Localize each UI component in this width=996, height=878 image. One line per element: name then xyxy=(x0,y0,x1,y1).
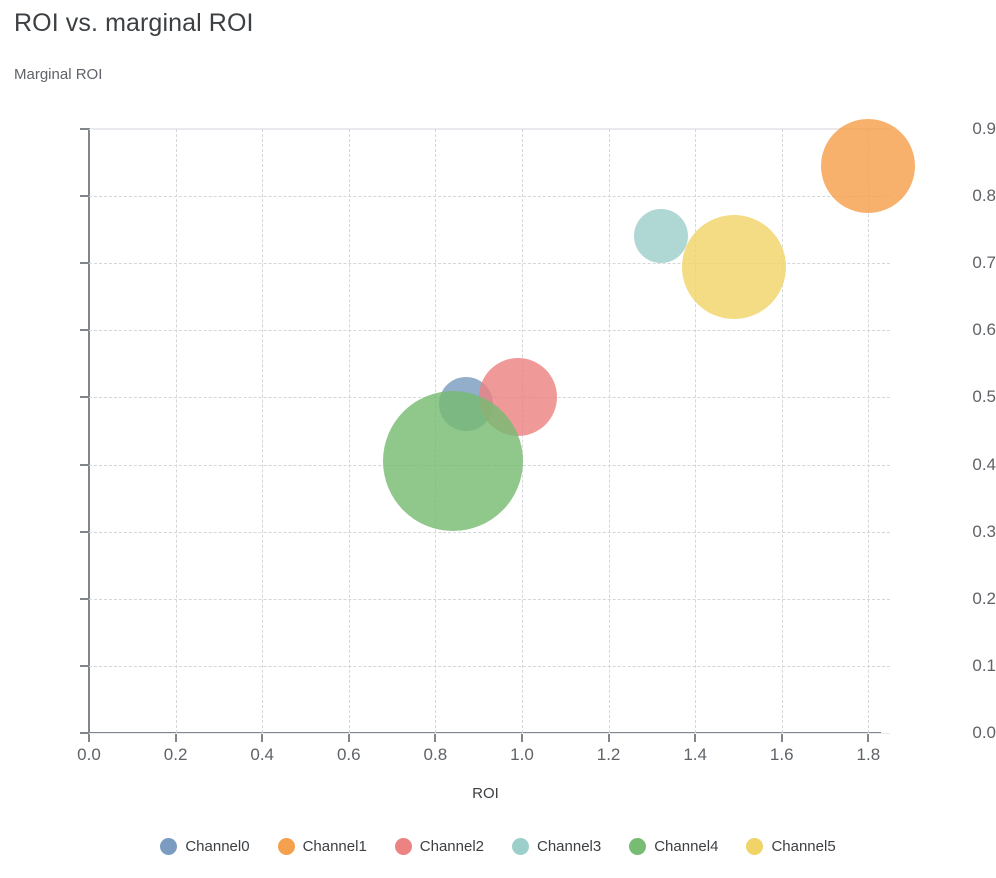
x-tick-label: 0.8 xyxy=(423,745,448,764)
gridline-horizontal xyxy=(89,129,890,130)
bubble-channel4[interactable] xyxy=(382,391,523,532)
gridline-vertical xyxy=(695,129,697,733)
y-tick-label: 0.4 xyxy=(972,454,996,474)
legend-swatch-icon xyxy=(394,838,412,855)
y-tick-mark xyxy=(80,329,88,332)
x-tick-label: 1.0 xyxy=(510,745,534,764)
y-tick-label: 0.9 xyxy=(972,119,996,138)
legend-item-channel0[interactable]: Channel0 xyxy=(160,838,250,855)
x-tick-label: 0.2 xyxy=(163,745,188,764)
y-tick-mark xyxy=(80,262,88,265)
y-tick-label: 0.3 xyxy=(972,521,996,541)
x-axis-title: ROI xyxy=(472,785,499,802)
y-tick-mark xyxy=(80,530,88,533)
gridline-vertical xyxy=(781,129,783,733)
gridline-horizontal xyxy=(89,263,890,265)
y-tick-mark xyxy=(80,732,88,734)
y-tick-label: 0.2 xyxy=(972,588,996,608)
bubble-channel1[interactable] xyxy=(821,118,916,213)
gridline-vertical xyxy=(348,129,350,733)
gridline-horizontal xyxy=(89,733,890,734)
bubble-channel5[interactable] xyxy=(682,214,787,319)
x-tick-label: 1.6 xyxy=(769,745,794,764)
chart-plot-wrapper: 0.0 0.1 0.2 0.3 0.4 0.5 0.6 0.7 0.8 0.9 0.0 0.2 0.4… xyxy=(77,118,996,802)
x-tick-mark xyxy=(694,734,697,742)
legend-label: Channel4 xyxy=(654,838,719,855)
legend-label: Channel2 xyxy=(419,838,484,855)
y-tick-mark xyxy=(80,128,88,130)
x-tick-label: 1.4 xyxy=(683,745,707,764)
x-tick-mark xyxy=(347,734,350,742)
x-tick-label: 0.4 xyxy=(250,745,275,764)
y-tick-label: 0.8 xyxy=(972,186,996,206)
legend-item-channel2[interactable]: Channel2 xyxy=(394,838,484,855)
legend-item-channel5[interactable]: Channel5 xyxy=(746,838,836,855)
x-tick-label: 0.0 xyxy=(77,745,101,764)
gridline-horizontal xyxy=(89,196,890,198)
y-tick-label: 0.6 xyxy=(972,320,996,340)
x-tick-mark xyxy=(174,734,177,742)
plot-area xyxy=(89,118,916,734)
y-axis-line xyxy=(88,128,90,734)
gridline-horizontal xyxy=(89,665,890,667)
x-tick-mark xyxy=(434,734,437,742)
chart-title: ROI vs. marginal ROI xyxy=(14,9,254,37)
x-tick-mark xyxy=(520,734,523,742)
legend-label: Channel3 xyxy=(537,838,602,855)
chart-legend: Channel0 Channel1 Channel2 Channel3 Channel4… xyxy=(0,838,996,855)
gridline-vertical xyxy=(868,129,870,733)
y-tick-mark xyxy=(80,396,88,399)
legend-swatch-icon xyxy=(160,838,178,855)
legend-item-channel1[interactable]: Channel1 xyxy=(277,838,367,855)
y-tick-label: 0.0 xyxy=(972,723,996,742)
y-axis-title: Marginal ROI xyxy=(14,66,103,83)
legend-swatch-icon xyxy=(746,838,764,855)
x-tick-label: 1.8 xyxy=(856,745,881,764)
gridline-vertical xyxy=(608,129,610,733)
gridline-horizontal xyxy=(89,330,890,332)
legend-label: Channel5 xyxy=(771,838,836,855)
x-tick-mark xyxy=(607,734,610,742)
y-tick-mark xyxy=(80,463,88,466)
legend-label: Channel0 xyxy=(185,838,250,855)
y-tick-mark xyxy=(80,664,88,667)
legend-swatch-icon xyxy=(512,838,529,855)
legend-label: Channel1 xyxy=(302,838,367,855)
plot-top-rule xyxy=(89,128,890,129)
x-tick-label: 0.6 xyxy=(336,745,361,764)
x-tick-label: 1.2 xyxy=(596,745,621,764)
legend-item-channel4[interactable]: Channel4 xyxy=(629,838,718,855)
legend-swatch-icon xyxy=(277,838,295,855)
legend-item-channel3[interactable]: Channel3 xyxy=(512,838,601,855)
legend-swatch-icon xyxy=(629,838,647,855)
gridline-vertical xyxy=(175,129,177,733)
y-tick-label: 0.7 xyxy=(972,253,996,273)
x-tick-mark xyxy=(88,734,90,742)
y-tick-label: 0.1 xyxy=(972,655,996,675)
gridline-horizontal xyxy=(89,598,890,600)
x-tick-mark xyxy=(261,734,264,742)
bubble-channel3[interactable] xyxy=(633,209,688,264)
y-tick-mark xyxy=(80,195,88,198)
x-tick-mark xyxy=(780,734,783,742)
x-tick-mark xyxy=(867,734,870,742)
y-tick-mark xyxy=(80,597,88,600)
gridline-vertical xyxy=(262,129,264,733)
gridline-horizontal xyxy=(89,531,890,533)
y-tick-label: 0.5 xyxy=(972,387,996,407)
